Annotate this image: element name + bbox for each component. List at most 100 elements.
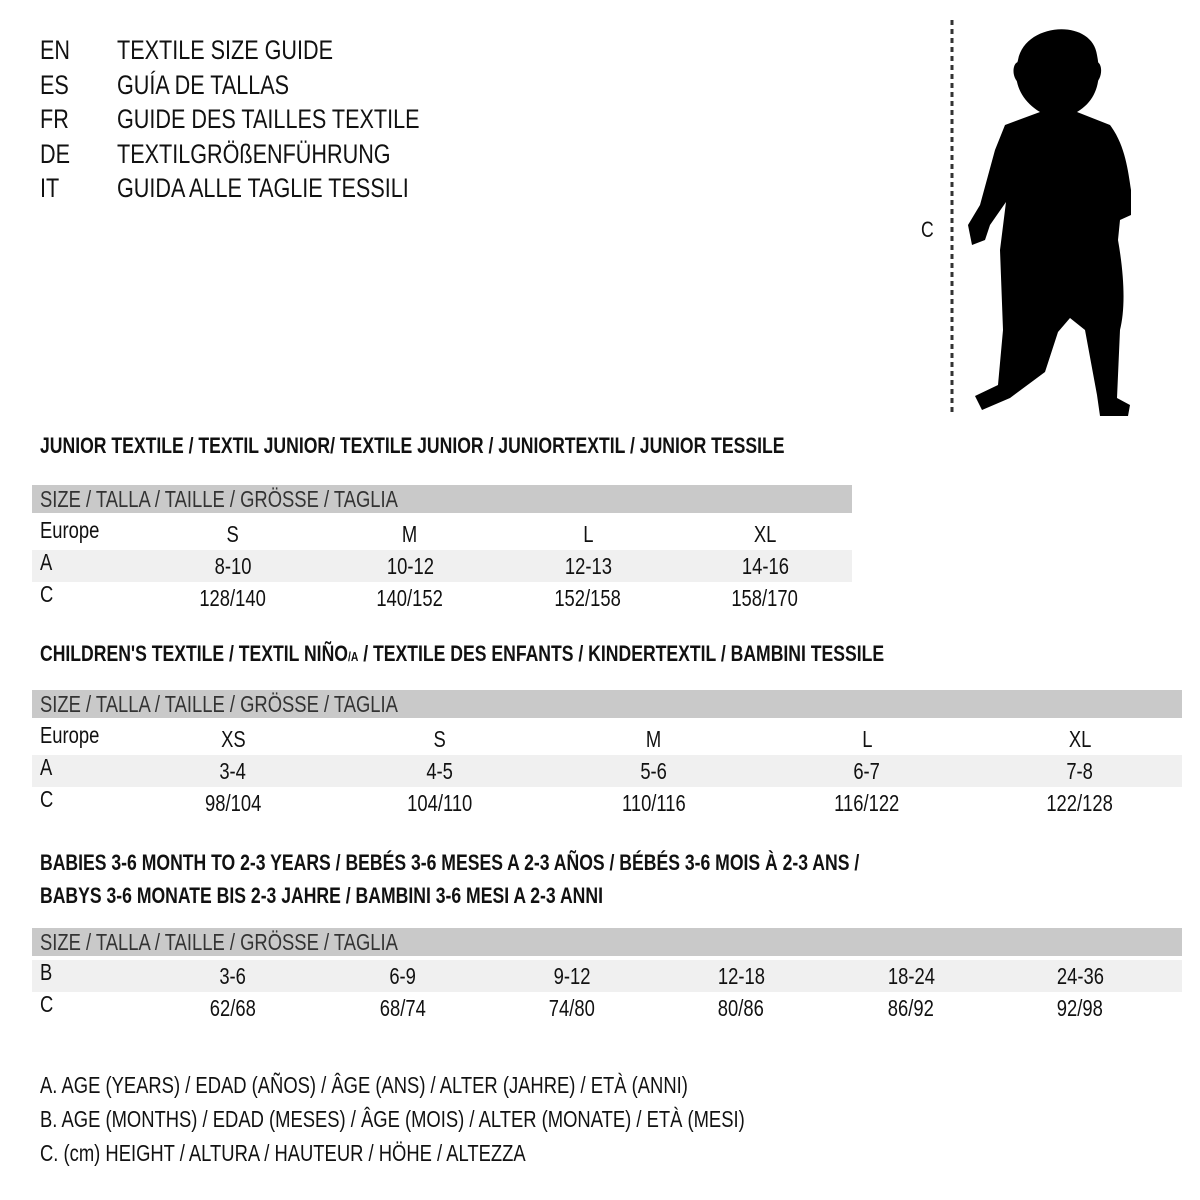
- text: 7-8: [1000, 755, 1160, 787]
- text: JUNIOR TEXTILE / TEXTIL JUNIOR/ TEXTILE …: [40, 433, 785, 458]
- language-code: DE: [40, 138, 71, 169]
- text: C: [40, 581, 54, 607]
- text: 68/74: [379, 995, 427, 1021]
- text: 152/158: [508, 582, 668, 614]
- text: XS: [220, 726, 246, 752]
- babies-section-title: BABIES 3-6 MONTH TO 2-3 YEARS / BEBÉS 3-…: [40, 849, 1064, 910]
- text: M: [574, 723, 734, 755]
- text: 80/86: [717, 995, 765, 1021]
- language-title: GUIDA ALLE TAGLIE TESSILI: [117, 173, 409, 203]
- table-row: Europe XS S M L XL: [32, 722, 1182, 755]
- text: 140/152: [330, 582, 490, 614]
- text: 62/68: [209, 995, 257, 1021]
- language-title: GUÍA DE TALLAS: [117, 69, 290, 100]
- text: L: [508, 518, 668, 550]
- text: 122/128: [1000, 787, 1160, 819]
- text: A: [40, 549, 53, 575]
- text: M: [646, 726, 662, 752]
- language-row: DE TEXTILGRÖßENFÜHRUNG: [40, 137, 391, 172]
- text: 98/104: [204, 790, 262, 816]
- text: 128/140: [199, 585, 267, 611]
- text: Europe: [40, 517, 100, 543]
- language-code: ES: [40, 69, 69, 100]
- text: BABIES 3-6 MONTH TO 2-3 YEARS / BEBÉS 3-…: [40, 850, 860, 875]
- text: S: [226, 521, 240, 547]
- text: 6-7: [787, 755, 947, 787]
- text: 68/74: [323, 992, 483, 1024]
- text: 24-36: [1056, 963, 1104, 989]
- table-row: C 62/68 68/74 74/80 80/86 86/92 92/98: [32, 991, 1182, 1024]
- text: 116/122: [834, 790, 900, 816]
- text: A: [40, 754, 53, 780]
- text: C. (cm) HEIGHT / ALTURA / HAUTEUR / HÖHE…: [40, 1140, 526, 1166]
- language-list: EN TEXTILE SIZE GUIDE ES GUÍA DE TALLAS FR…: [40, 33, 420, 206]
- text: 9-12: [553, 963, 591, 989]
- text: C: [921, 217, 934, 242]
- text: 24-36: [1000, 960, 1160, 992]
- text: 74/80: [492, 992, 652, 1024]
- text: 10-12: [386, 553, 434, 579]
- text: SIZE / TALLA / TAILLE / GRÖSSE / TAGLIA: [40, 691, 398, 717]
- language-code: IT: [40, 173, 60, 203]
- language-code: FR: [40, 104, 69, 134]
- text: 62/68: [153, 992, 313, 1024]
- text: S: [360, 723, 520, 755]
- table-row: A 3-4 4-5 5-6 6-7 7-8: [32, 754, 1182, 787]
- text: 18-24: [831, 960, 991, 992]
- language-row: ES GUÍA DE TALLAS: [40, 68, 289, 103]
- text: 128/140: [153, 582, 313, 614]
- table-row: C 128/140 140/152 152/158 158/170: [32, 581, 852, 614]
- children-size-table: SIZE / TALLA / TAILLE / GRÖSSE / TAGLIA …: [32, 690, 1182, 819]
- text: 14-16: [741, 553, 789, 579]
- text: 110/116: [574, 787, 734, 819]
- text: 4-5: [426, 758, 454, 784]
- text: 3-4: [153, 755, 313, 787]
- text: 3-6: [219, 963, 247, 989]
- legend: A. AGE (YEARS) / EDAD (AÑOS) / ÂGE (ANS)…: [40, 1068, 921, 1170]
- text: 104/110: [407, 790, 473, 816]
- text: 8-10: [214, 553, 252, 579]
- legend-item: A. AGE (YEARS) / EDAD (AÑOS) / ÂGE (ANS)…: [40, 1068, 921, 1102]
- text: XL: [685, 518, 845, 550]
- language-row: IT GUIDA ALLE TAGLIE TESSILI: [40, 171, 409, 206]
- child-silhouette-icon: [950, 20, 1131, 417]
- table-row: B 3-6 6-9 9-12 12-18 18-24 24-36: [32, 959, 1182, 992]
- text: CHILDREN'S TEXTILE / TEXTIL NIÑO/A / TEX…: [40, 640, 884, 671]
- text: 140/152: [376, 585, 444, 611]
- legend-item: B. AGE (MONTHS) / EDAD (MESES) / ÂGE (MO…: [40, 1102, 921, 1136]
- text: 116/122: [787, 787, 947, 819]
- text: 98/104: [153, 787, 313, 819]
- language-row: EN TEXTILE SIZE GUIDE: [40, 33, 333, 68]
- text: 7-8: [1066, 758, 1094, 784]
- text: L: [582, 521, 594, 547]
- text: 152/158: [554, 585, 622, 611]
- text: /A: [347, 649, 359, 664]
- text: 158/170: [731, 585, 799, 611]
- text: 18-24: [887, 963, 935, 989]
- babies-size-table: SIZE / TALLA / TAILLE / GRÖSSE / TAGLIA …: [32, 928, 1182, 1024]
- text: 86/92: [831, 992, 991, 1024]
- text: 4-5: [360, 755, 520, 787]
- text: M: [330, 518, 490, 550]
- text: 86/92: [887, 995, 935, 1021]
- text: C: [40, 991, 54, 1017]
- table-row: A 8-10 10-12 12-13 14-16: [32, 549, 852, 582]
- text: 9-12: [492, 960, 652, 992]
- text: S: [153, 518, 313, 550]
- text: XS: [153, 723, 313, 755]
- text: A. AGE (YEARS) / EDAD (AÑOS) / ÂGE (ANS)…: [40, 1072, 688, 1098]
- text: 158/170: [685, 582, 845, 614]
- text: BABYS 3-6 MONATE BIS 2-3 JAHRE / BAMBINI…: [40, 883, 603, 908]
- language-code: EN: [40, 35, 71, 65]
- text: 74/80: [548, 995, 596, 1021]
- text: Europe: [40, 722, 100, 748]
- text: 12-18: [661, 960, 821, 992]
- text: 14-16: [685, 550, 845, 582]
- junior-section-title: JUNIOR TEXTILE / TEXTIL JUNIOR/ TEXTILE …: [40, 432, 971, 460]
- text: 5-6: [574, 755, 734, 787]
- text: XL: [1000, 723, 1160, 755]
- text: 6-7: [853, 758, 881, 784]
- text: 12-13: [508, 550, 668, 582]
- table-header: SIZE / TALLA / TAILLE / GRÖSSE / TAGLIA: [32, 690, 1182, 718]
- text: / TEXTILE DES ENFANTS / KINDERTEXTIL / B…: [358, 641, 885, 666]
